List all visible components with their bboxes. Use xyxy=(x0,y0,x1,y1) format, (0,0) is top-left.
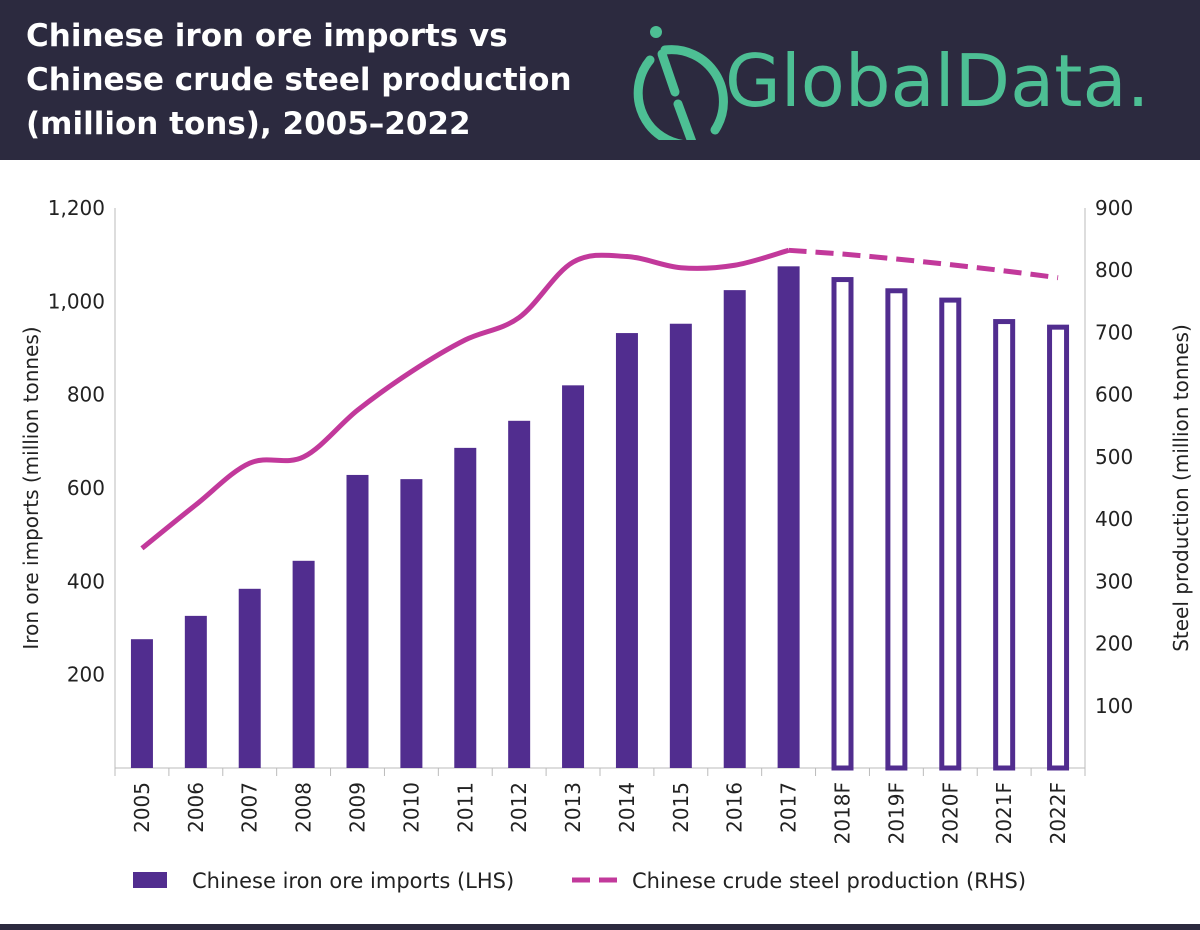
bar-forecast xyxy=(831,277,854,771)
bar xyxy=(777,266,800,768)
y-right-tick-label: 700 xyxy=(1095,320,1133,344)
bar xyxy=(238,588,261,768)
y-left-tick-label: 200 xyxy=(67,663,105,687)
legend-bar-label: Chinese iron ore imports (LHS) xyxy=(192,869,514,893)
x-tick-label: 2005 xyxy=(130,782,154,833)
bar-forecast xyxy=(885,288,908,771)
y-right-tick-label: 900 xyxy=(1095,196,1133,220)
bar-forecast xyxy=(993,319,1016,771)
bar xyxy=(130,639,153,768)
y-right-tick-label: 300 xyxy=(1095,569,1133,593)
x-tick-label: 2011 xyxy=(453,782,477,833)
logo-text: GlobalData. xyxy=(725,39,1149,123)
legend-bar-swatch xyxy=(133,872,167,888)
legend-line-label: Chinese crude steel production (RHS) xyxy=(632,869,1026,893)
x-tick-label: 2016 xyxy=(723,782,747,833)
y-right-tick-label: 600 xyxy=(1095,383,1133,407)
x-tick-label: 2015 xyxy=(669,782,693,833)
bar xyxy=(184,615,207,768)
title-line: Chinese iron ore imports vs xyxy=(26,18,508,54)
x-tick-label: 2007 xyxy=(238,782,262,833)
y-left-tick-label: 400 xyxy=(67,569,105,593)
y-right-tick-label: 800 xyxy=(1095,258,1133,282)
x-tick-label: 2017 xyxy=(777,782,801,833)
y-right-label: Steel production (million tonnes) xyxy=(1169,324,1193,652)
y-left-tick-label: 600 xyxy=(67,476,105,500)
bar xyxy=(292,560,315,768)
x-tick-label: 2008 xyxy=(292,782,316,833)
x-tick-label: 2021F xyxy=(992,782,1016,844)
bar xyxy=(346,474,369,768)
y-left-tick-label: 1,200 xyxy=(48,196,105,220)
bar-forecast xyxy=(939,297,962,771)
x-tick-label: 2013 xyxy=(561,782,585,833)
x-tick-label: 2009 xyxy=(346,782,370,833)
x-tick-label: 2012 xyxy=(507,782,531,833)
bar xyxy=(400,479,423,768)
header: Chinese iron ore imports vs Chinese crud… xyxy=(0,0,1200,160)
globaldata-logo: GlobalData. xyxy=(633,26,1149,140)
chart-title: Chinese iron ore imports vs Chinese crud… xyxy=(26,14,626,146)
y-right-tick-label: 100 xyxy=(1095,694,1133,718)
y-right-tick-label: 500 xyxy=(1095,445,1133,469)
steel-line-forecast xyxy=(788,247,1059,281)
title-line: Chinese crude steel production xyxy=(26,62,572,98)
y-left-label: Iron ore imports (million tonnes) xyxy=(19,326,43,649)
y-right-tick-label: 400 xyxy=(1095,507,1133,531)
bar-forecast xyxy=(1047,324,1070,771)
bar xyxy=(615,333,638,768)
x-tick-label: 2019F xyxy=(884,782,908,844)
bar xyxy=(454,447,477,768)
bar xyxy=(669,323,692,768)
x-tick-label: 2020F xyxy=(938,782,962,844)
x-tick-label: 2018F xyxy=(831,782,855,844)
x-tick-label: 2006 xyxy=(184,782,208,833)
bar xyxy=(562,385,585,768)
x-tick-label: 2022F xyxy=(1046,782,1070,844)
title-line: (million tons), 2005–2022 xyxy=(26,106,471,142)
x-tick-label: 2010 xyxy=(399,782,423,833)
x-tick-label: 2014 xyxy=(615,782,639,833)
y-left-tick-label: 800 xyxy=(67,383,105,407)
bar xyxy=(723,290,746,768)
y-right-tick-label: 200 xyxy=(1095,632,1133,656)
bar xyxy=(508,420,531,768)
y-left-tick-label: 1,000 xyxy=(48,289,105,313)
footer-bar xyxy=(0,924,1200,930)
chart: 200 400 600 800 1,000 1,200 100 200 300 400 500 600… xyxy=(19,196,1193,893)
